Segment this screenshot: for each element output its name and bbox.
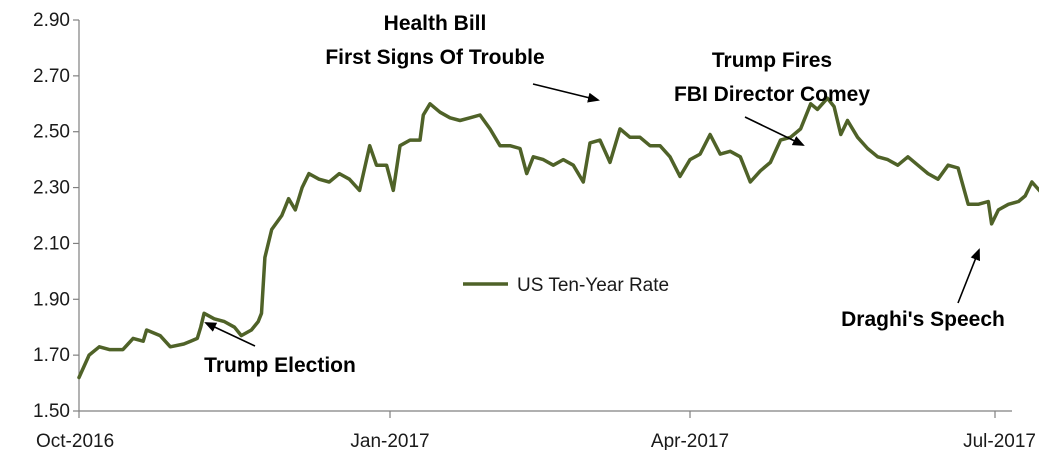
annotation-arrows [204,83,980,347]
annotation-trump-election: Trump Election [204,354,356,377]
x-tick-label: Oct-2016 [36,431,114,450]
annotation-comey-line1: Trump Fires [712,49,832,72]
legend-label: US Ten-Year Rate [517,275,669,296]
x-tick-label: Jan-2017 [350,431,429,450]
annotation-comey-line2: FBI Director Comey [674,83,870,106]
annotation-health-bill-line1: Health Bill [384,12,487,35]
arrow-health-bill [532,83,600,103]
series-layer [77,96,1039,380]
arrow-comey [744,116,805,146]
legend: US Ten-Year Rate [463,275,669,296]
y-tick-label: 2.10 [33,233,70,254]
y-tick-label: 2.90 [33,10,70,31]
arrow-trump-election [204,322,256,347]
y-tick-label: 1.70 [33,345,70,366]
x-tick-label: Jul-2017 [963,431,1036,450]
x-tick-label: Apr-2017 [651,431,729,450]
series-line-0 [77,96,1039,380]
axes [73,19,1012,418]
y-tick-label: 2.50 [33,122,70,143]
y-tick-label: 2.30 [33,178,70,199]
annotations: Health Bill First Signs Of Trouble Trump… [204,12,1005,377]
annotation-draghi-speech: Draghi's Speech [841,308,1005,331]
y-tick-label: 1.90 [33,289,70,310]
annotation-health-bill-line2: First Signs Of Trouble [325,46,544,69]
y-tick-label: 2.70 [33,66,70,87]
y-tick-label: 1.50 [33,401,70,422]
tick-labels: 1.50 1.70 1.90 2.10 2.30 2.50 2.70 2.90 Oct-2016… [33,10,1036,452]
arrow-draghi-speech [957,248,980,304]
